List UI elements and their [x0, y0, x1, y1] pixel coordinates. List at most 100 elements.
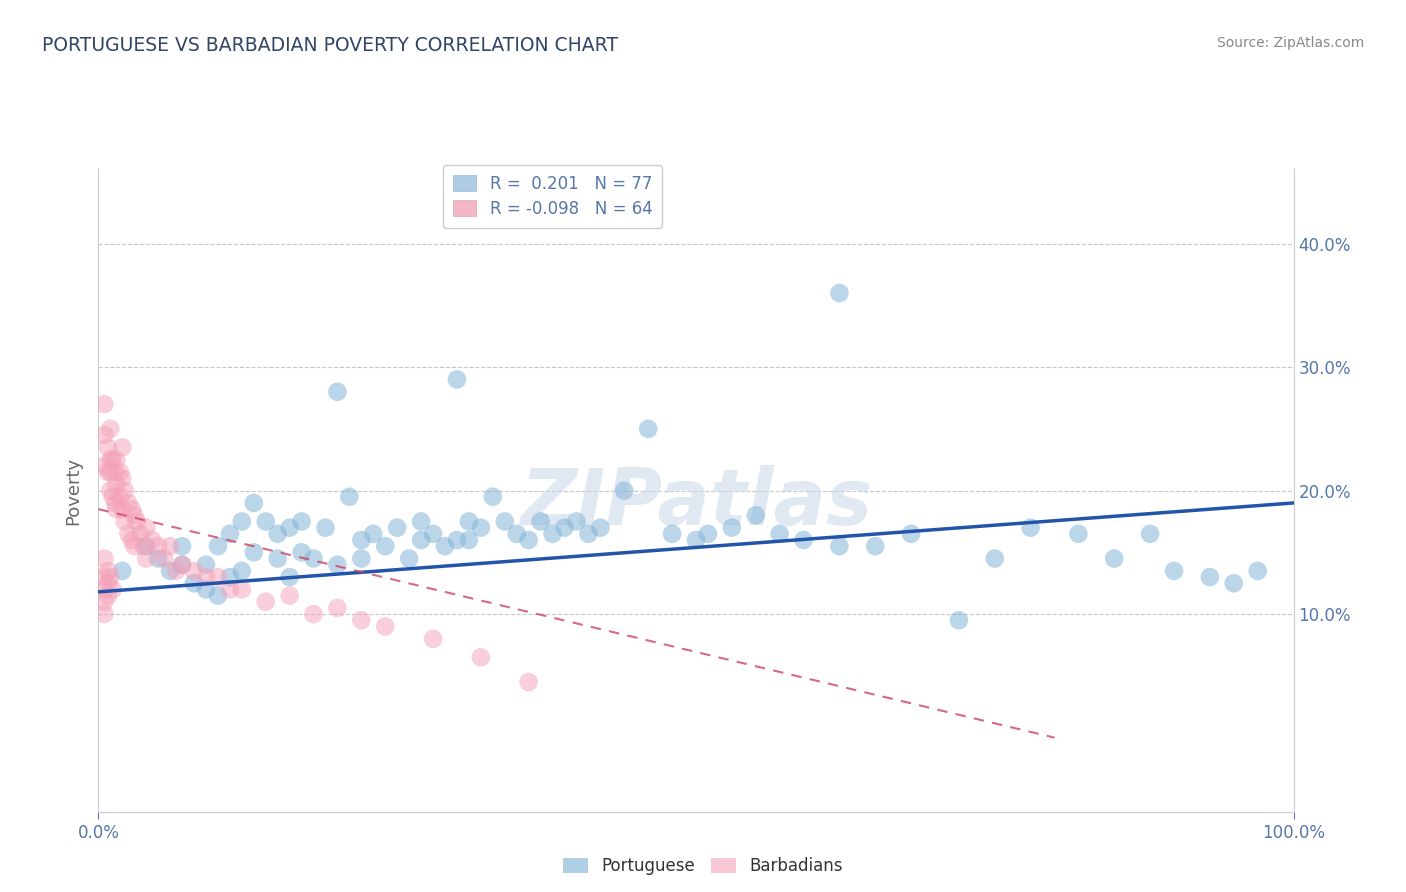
Point	[183, 576, 205, 591]
Point	[613, 483, 636, 498]
Point	[470, 650, 492, 665]
Point	[111, 564, 134, 578]
Point	[661, 526, 683, 541]
Point	[97, 589, 120, 603]
Legend: R =  0.201   N = 77, R = -0.098   N = 64: R = 0.201 N = 77, R = -0.098 N = 64	[443, 165, 662, 227]
Point	[411, 515, 433, 529]
Point	[93, 428, 115, 442]
Point	[93, 582, 115, 597]
Text: ZIPatlas: ZIPatlas	[520, 466, 872, 541]
Point	[101, 490, 124, 504]
Text: Source: ZipAtlas.com: Source: ZipAtlas.com	[1216, 36, 1364, 50]
Point	[172, 558, 194, 572]
Point	[108, 465, 131, 479]
Point	[98, 465, 122, 479]
Point	[470, 521, 492, 535]
Point	[1102, 551, 1125, 566]
Point	[721, 521, 744, 535]
Point	[231, 564, 253, 578]
Point	[315, 521, 337, 535]
Point	[411, 533, 433, 547]
Point	[458, 515, 481, 529]
Point	[685, 533, 707, 547]
Point	[828, 539, 851, 553]
Legend: Portuguese, Barbadians: Portuguese, Barbadians	[555, 851, 851, 882]
Point	[141, 533, 163, 547]
Point	[101, 582, 124, 597]
Point	[207, 589, 229, 603]
Point	[219, 526, 242, 541]
Point	[105, 477, 128, 491]
Point	[1019, 521, 1042, 535]
Point	[291, 545, 314, 559]
Point	[231, 582, 253, 597]
Point	[984, 551, 1007, 566]
Point	[374, 539, 396, 553]
Point	[863, 539, 887, 553]
Point	[302, 551, 325, 566]
Point	[422, 632, 444, 646]
Point	[350, 613, 373, 627]
Point	[589, 521, 612, 535]
Point	[446, 372, 468, 386]
Point	[481, 490, 505, 504]
Point	[114, 515, 136, 529]
Point	[350, 533, 373, 547]
Point	[1163, 564, 1185, 578]
Point	[183, 564, 205, 578]
Point	[793, 533, 815, 547]
Point	[114, 483, 136, 498]
Point	[517, 533, 540, 547]
Point	[745, 508, 768, 523]
Point	[153, 551, 176, 566]
Point	[97, 576, 120, 591]
Point	[326, 601, 349, 615]
Point	[172, 539, 194, 553]
Point	[125, 515, 148, 529]
Point	[135, 551, 157, 566]
Point	[326, 384, 349, 399]
Point	[637, 422, 659, 436]
Point	[97, 564, 120, 578]
Point	[374, 619, 396, 633]
Point	[541, 526, 564, 541]
Point	[267, 551, 290, 566]
Point	[172, 558, 194, 572]
Point	[97, 441, 120, 455]
Point	[554, 521, 576, 535]
Point	[101, 452, 124, 467]
Point	[948, 613, 970, 627]
Point	[93, 595, 115, 609]
Point	[1067, 526, 1090, 541]
Point	[828, 285, 851, 300]
Point	[517, 675, 540, 690]
Point	[124, 508, 146, 523]
Point	[385, 521, 409, 535]
Point	[278, 521, 301, 535]
Point	[117, 496, 139, 510]
Point	[446, 533, 468, 547]
Point	[207, 539, 229, 553]
Point	[93, 551, 115, 566]
Point	[231, 515, 253, 529]
Point	[104, 465, 127, 479]
Point	[98, 570, 122, 584]
Point	[1198, 570, 1220, 584]
Point	[111, 471, 134, 485]
Point	[458, 533, 481, 547]
Point	[148, 551, 170, 566]
Point	[97, 465, 120, 479]
Point	[768, 526, 790, 541]
Point	[108, 490, 131, 504]
Point	[159, 564, 181, 578]
Point	[98, 422, 122, 436]
Point	[363, 526, 385, 541]
Text: PORTUGUESE VS BARBADIAN POVERTY CORRELATION CHART: PORTUGUESE VS BARBADIAN POVERTY CORRELAT…	[42, 36, 619, 54]
Point	[219, 570, 242, 584]
Point	[697, 526, 720, 541]
Point	[121, 533, 143, 547]
Point	[104, 496, 127, 510]
Point	[900, 526, 922, 541]
Point	[159, 539, 181, 553]
Point	[254, 595, 277, 609]
